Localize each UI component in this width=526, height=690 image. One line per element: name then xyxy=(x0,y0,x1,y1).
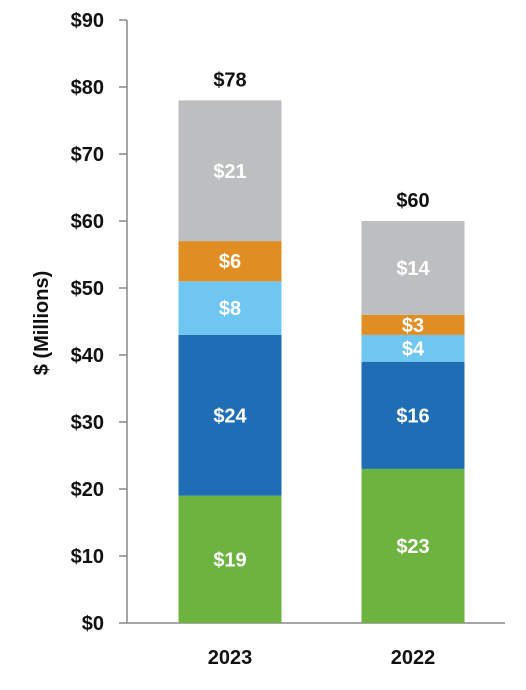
bar-segment xyxy=(178,334,282,496)
bar-total-label: $78 xyxy=(213,69,246,91)
bar-segment xyxy=(361,361,465,469)
y-tick-label: $0 xyxy=(82,613,104,635)
bar-segment xyxy=(361,314,465,335)
y-tick-label: $20 xyxy=(71,479,104,501)
x-category-label: 2023 xyxy=(208,647,253,669)
segment-value-label: $3 xyxy=(402,315,424,337)
bar-segment xyxy=(178,241,282,282)
chart-axes: $0 $10 $20 $30 $40 $50 $60 $70 $80 $90 xyxy=(71,10,505,635)
segment-value-label: $24 xyxy=(213,405,247,427)
x-category-label: 2022 xyxy=(391,647,436,669)
bar-total-labels: $78 $60 xyxy=(213,69,429,212)
segment-value-labels: $19 $24 $8 $6 $21 $23 $16 $4$3 $14 xyxy=(213,161,430,572)
bar-segment xyxy=(361,468,465,623)
bar-total-label: $60 xyxy=(396,190,429,212)
segment-value-label: $16 xyxy=(396,405,429,427)
segment-value-label: $23 xyxy=(396,536,429,558)
segment-value-label: $14 xyxy=(396,258,430,280)
y-tick-label: $90 xyxy=(71,10,104,32)
y-axis-ticks: $0 $10 $20 $30 $40 $50 $60 $70 $80 $90 xyxy=(71,10,127,635)
bar-segment xyxy=(178,281,282,335)
bar-segments xyxy=(178,100,465,623)
bar-segment xyxy=(361,221,465,315)
y-tick-label: $60 xyxy=(71,211,104,233)
y-tick-label: $80 xyxy=(71,77,104,99)
segment-value-label: $6 xyxy=(219,251,241,273)
y-tick-label: $40 xyxy=(71,345,104,367)
y-axis-title: $ (Millions) xyxy=(31,271,53,375)
segment-value-label: $21 xyxy=(213,161,246,183)
y-tick-label: $70 xyxy=(71,144,104,166)
y-tick-label: $30 xyxy=(71,412,104,434)
segment-value-label: $19 xyxy=(213,549,246,571)
segment-value-label: $4 xyxy=(402,338,425,360)
bar-segment xyxy=(178,495,282,623)
x-axis-category-labels: 2023 2022 xyxy=(208,647,436,669)
bar-segment xyxy=(361,334,465,362)
y-tick-label: $50 xyxy=(71,278,104,300)
y-tick-label: $10 xyxy=(71,546,104,568)
segment-value-label: $8 xyxy=(219,298,241,320)
bar-segment xyxy=(178,100,282,242)
